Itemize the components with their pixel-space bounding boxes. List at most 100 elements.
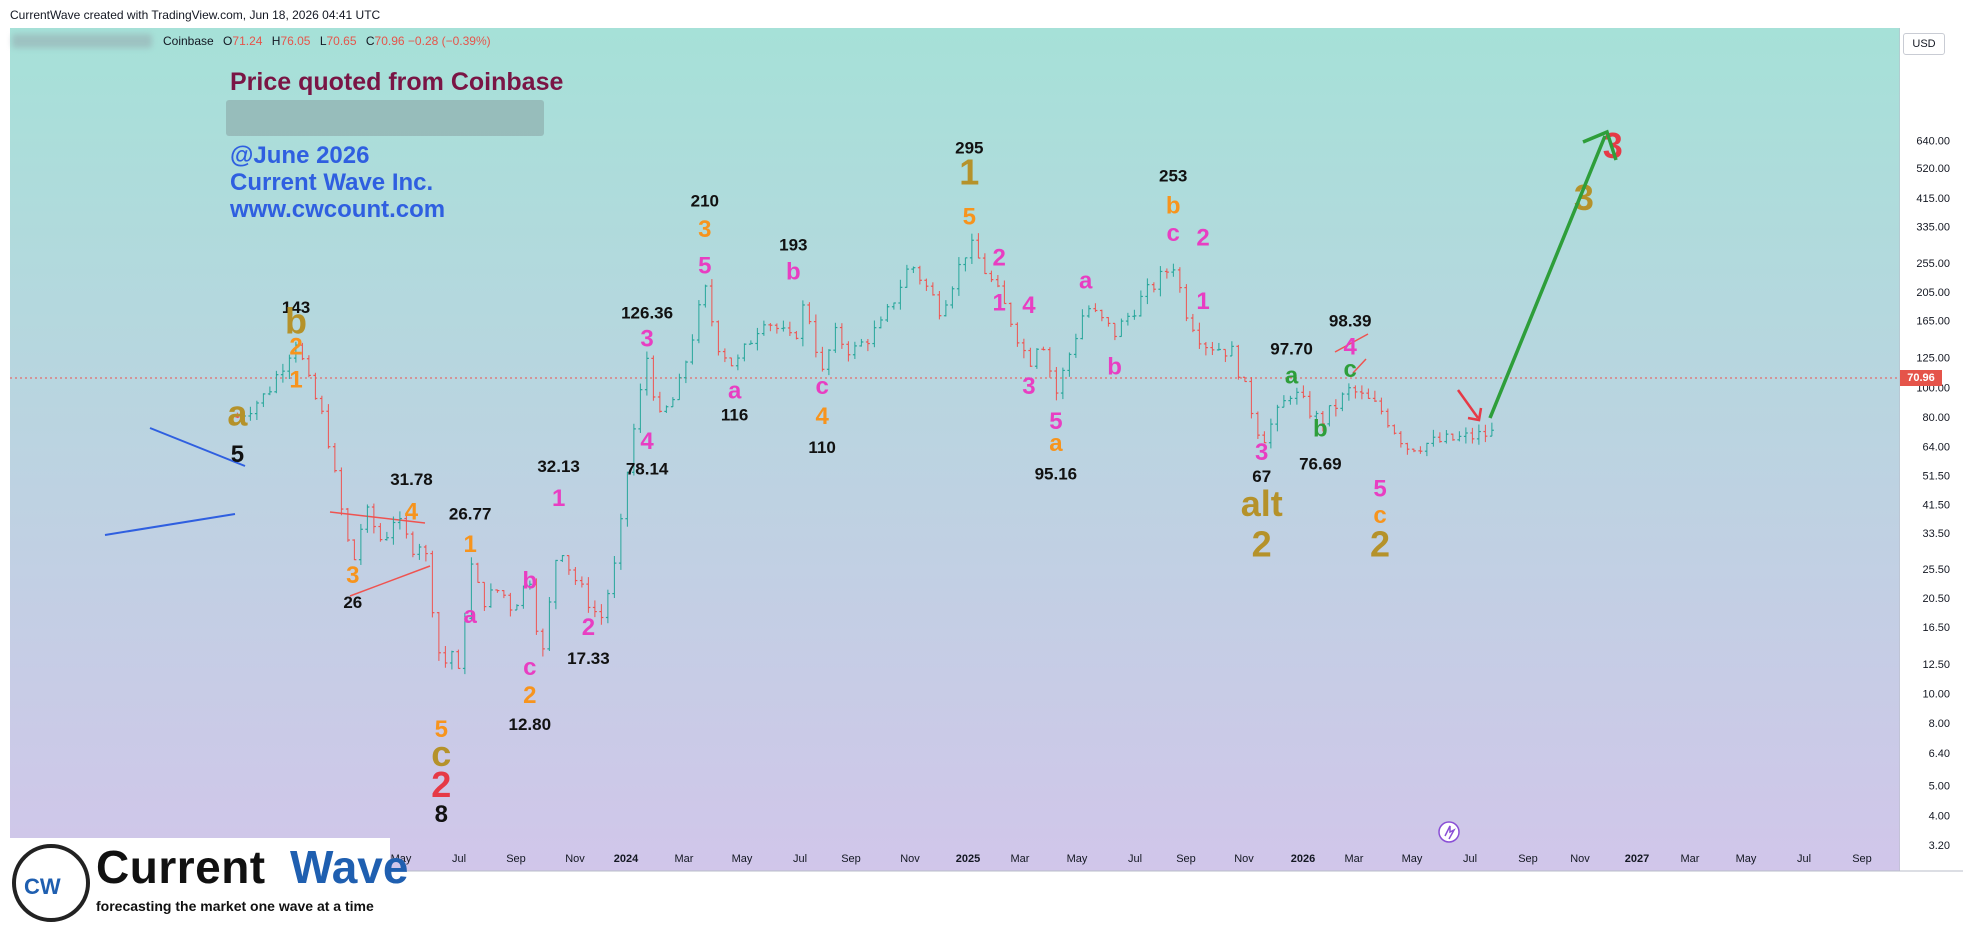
wave-label: 5 xyxy=(698,253,711,280)
wave-label: a xyxy=(1079,268,1093,295)
wave-label: 193 xyxy=(779,235,807,254)
date-note: @June 2026 xyxy=(230,142,369,169)
wave-label: 4 xyxy=(1344,333,1358,360)
wave-label: 1 xyxy=(1196,288,1209,315)
wave-label: 3 xyxy=(640,325,653,352)
ohlc-close-label: C xyxy=(365,34,375,48)
x-tick-label: May xyxy=(1402,853,1423,865)
y-tick-label: 125.00 xyxy=(1916,353,1950,365)
replay-icon[interactable] xyxy=(1438,821,1460,843)
drawn-lines xyxy=(10,333,1900,597)
y-tick-label: 10.00 xyxy=(1922,689,1950,701)
ohlc-high: 76.05 xyxy=(280,34,311,48)
wave-label: 126.36 xyxy=(621,303,673,322)
wave-label: alt xyxy=(1241,483,1283,524)
y-tick-label: 12.50 xyxy=(1922,659,1950,671)
wave-label: 4 xyxy=(1022,292,1036,319)
y-tick-label: 20.50 xyxy=(1922,593,1950,605)
wave-label: 1 xyxy=(959,151,979,192)
wave-label: c xyxy=(1373,502,1386,529)
y-tick-label: 415.00 xyxy=(1916,193,1950,205)
brand-tagline: forecasting the market one wave at a tim… xyxy=(96,898,374,914)
wave-label: 67 xyxy=(1252,467,1271,486)
x-tick-label: Sep xyxy=(841,853,861,865)
x-tick-label: Mar xyxy=(1681,853,1700,865)
wave-label: 2 xyxy=(1252,524,1272,565)
wave-label: c xyxy=(431,733,451,774)
x-tick-label: 2026 xyxy=(1291,853,1315,865)
x-tick-label: May xyxy=(1736,853,1757,865)
y-tick-label: 64.00 xyxy=(1922,442,1950,454)
y-tick-label: 16.50 xyxy=(1922,622,1950,634)
x-tick-label: 2027 xyxy=(1625,853,1649,865)
x-tick-label: May xyxy=(391,853,412,865)
wave-label: 5 xyxy=(231,441,244,468)
wave-label: 3 xyxy=(1022,373,1035,400)
price-note: Price quoted from Coinbase xyxy=(230,68,563,96)
wave-label: 98.39 xyxy=(1329,311,1372,330)
ohlc-close: 70.96 xyxy=(374,34,405,48)
wave-label: b xyxy=(786,258,801,285)
x-tick-label: Mar xyxy=(1011,853,1030,865)
ohlc-low-label: L xyxy=(319,34,327,48)
wave-label: 3 xyxy=(1574,177,1594,218)
y-tick-label: 4.00 xyxy=(1929,810,1950,822)
wave-label: 26.77 xyxy=(449,505,492,524)
wave-label: 2 xyxy=(523,682,536,709)
wedge-lower-line xyxy=(349,565,431,597)
x-tick-label: Nov xyxy=(1234,853,1254,865)
chart-background xyxy=(10,28,1900,871)
ohlc-change: −0.28 (−0.39%) xyxy=(407,34,491,48)
wave-label: 3 xyxy=(1255,439,1268,466)
x-tick-label: Sep xyxy=(506,853,526,865)
wave-label: 32.13 xyxy=(537,457,580,476)
y-tick-label: 640.00 xyxy=(1916,135,1950,147)
y-tick-label: 6.40 xyxy=(1929,748,1950,760)
flag-lower-line xyxy=(1352,358,1367,374)
currency-button[interactable]: USD xyxy=(1903,33,1945,55)
x-tick-label: Jul xyxy=(1797,853,1811,865)
triangle-upper-line xyxy=(149,427,246,467)
wave-label: 5 xyxy=(963,204,976,231)
x-tick-label: Jul xyxy=(452,853,466,865)
wave-label: 5 xyxy=(1049,408,1062,435)
wave-label: 2 xyxy=(582,614,595,641)
ohlc-high-label: H xyxy=(271,34,281,48)
wave-label: 4 xyxy=(640,428,654,455)
y-tick-label: 255.00 xyxy=(1916,258,1950,270)
up-arrow-shaft xyxy=(1488,135,1607,419)
projection-arrows xyxy=(1456,129,1618,422)
wave-label: 31.78 xyxy=(390,470,433,489)
top-bar: CurrentWave created with TradingView.com… xyxy=(0,0,1963,28)
wave-label: 1 xyxy=(552,485,565,512)
y-tick-label: 205.00 xyxy=(1916,287,1950,299)
wave-labels: a5143b2132631.7845c2826.771abc212.8032.1… xyxy=(227,125,1622,828)
down-arrow-shaft xyxy=(1456,389,1480,419)
x-tick-label: Nov xyxy=(565,853,585,865)
candles xyxy=(235,233,1494,675)
wave-label: b xyxy=(522,568,537,595)
wave-label: 3 xyxy=(698,216,711,243)
x-tick-label: May xyxy=(1067,853,1088,865)
exchange-label: Coinbase xyxy=(163,34,214,48)
wave-label: 116 xyxy=(721,405,748,424)
down-arrow-head xyxy=(1467,407,1483,422)
y-tick-label: 33.50 xyxy=(1922,528,1950,540)
x-tick-label: 2024 xyxy=(614,853,639,865)
wave-label: 97.70 xyxy=(1270,339,1313,358)
wave-label: 110 xyxy=(808,438,835,457)
wave-label: 8 xyxy=(435,801,448,828)
x-tick-label: Jul xyxy=(1463,853,1477,865)
wave-label: 4 xyxy=(405,499,419,526)
x-tick-label: Sep xyxy=(1852,853,1872,865)
last-price-tag: 70.96 xyxy=(1900,370,1942,386)
x-tick-label: Nov xyxy=(900,853,920,865)
x-tick-label: Mar xyxy=(675,853,694,865)
up-arrow-head xyxy=(1582,129,1618,161)
wave-label: b xyxy=(1313,416,1328,443)
y-tick-label: 25.50 xyxy=(1922,564,1950,576)
wave-label: 95.16 xyxy=(1035,465,1078,484)
wave-label: 1 xyxy=(992,290,1005,317)
y-tick-label: 8.00 xyxy=(1929,718,1950,730)
